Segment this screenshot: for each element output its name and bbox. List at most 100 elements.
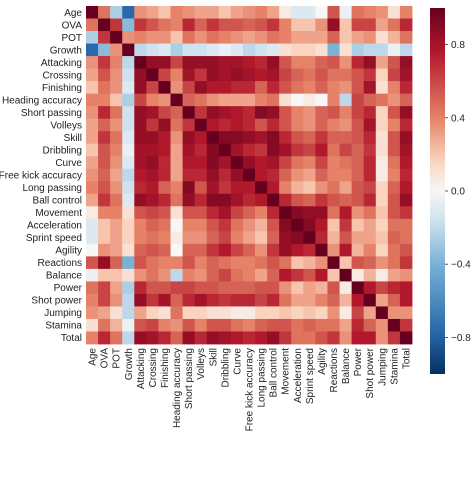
heatmap-cell <box>218 93 232 107</box>
heatmap-cell <box>375 256 389 270</box>
heatmap-cell <box>255 81 268 95</box>
heatmap-cell <box>98 181 111 195</box>
heatmap-cell <box>206 93 220 107</box>
heatmap-cell <box>110 56 123 69</box>
heatmap-cell <box>315 306 328 320</box>
colorbar-tick-label: 0.0 <box>451 187 465 198</box>
heatmap-cell <box>158 243 171 257</box>
heatmap-cell <box>122 243 135 257</box>
heatmap-cell <box>122 18 135 32</box>
heatmap-cell <box>351 231 365 245</box>
heatmap-cell <box>255 218 268 232</box>
heatmap-cell <box>134 68 147 82</box>
heatmap-cell <box>255 268 268 282</box>
heatmap-cell <box>134 206 147 220</box>
heatmap-cell <box>134 31 147 44</box>
x-tick-label: Dribbling <box>220 348 231 387</box>
heatmap-cell <box>303 31 316 44</box>
heatmap-cell <box>146 68 159 82</box>
heatmap-cell <box>351 168 365 182</box>
heatmap-cell <box>122 156 135 170</box>
heatmap-cell <box>339 243 353 257</box>
heatmap-cell <box>242 156 256 170</box>
heatmap-cell <box>134 181 147 195</box>
heatmap-cell <box>351 56 365 69</box>
heatmap-cell <box>267 306 280 320</box>
heatmap-cell <box>363 243 377 257</box>
heatmap-cell <box>303 6 316 19</box>
heatmap-cell <box>303 206 316 220</box>
heatmap-cell <box>327 306 340 320</box>
heatmap-cell <box>122 318 135 332</box>
heatmap-cell <box>363 81 377 95</box>
heatmap-cell <box>375 56 389 69</box>
heatmap-cell <box>122 143 135 157</box>
heatmap-cell <box>291 293 304 307</box>
heatmap-cell <box>122 31 135 44</box>
heatmap-cell <box>339 31 353 44</box>
heatmap-cell <box>170 306 183 320</box>
heatmap-cell <box>375 218 389 232</box>
heatmap-cell <box>194 43 208 57</box>
heatmap-cell <box>339 143 353 157</box>
heatmap-cell <box>134 168 147 182</box>
heatmap-cell <box>267 318 280 332</box>
heatmap-cell <box>339 306 353 320</box>
heatmap-cell <box>110 281 123 295</box>
heatmap-cell <box>351 243 365 257</box>
heatmap-cell <box>303 318 316 332</box>
heatmap-cell <box>242 43 256 57</box>
heatmap-cell <box>351 281 365 295</box>
heatmap-cell <box>363 131 377 145</box>
heatmap-cell <box>134 331 147 345</box>
heatmap-cell <box>279 156 292 170</box>
heatmap-cell <box>339 293 353 307</box>
heatmap-cell <box>134 43 147 57</box>
heatmap-cell <box>98 6 111 19</box>
heatmap-cell <box>327 168 340 182</box>
heatmap-cell <box>230 331 244 345</box>
heatmap-cell <box>122 293 135 307</box>
heatmap-cell <box>351 268 365 282</box>
heatmap-cell <box>194 218 208 232</box>
heatmap-cell <box>351 131 365 145</box>
heatmap-cell <box>218 118 232 132</box>
heatmap-cell <box>279 243 292 257</box>
heatmap-cell <box>134 143 147 157</box>
heatmap-cell <box>206 68 220 82</box>
heatmap-cell <box>351 306 365 320</box>
heatmap-cell <box>375 131 389 145</box>
heatmap-cell <box>291 168 304 182</box>
heatmap-cell <box>110 43 123 57</box>
heatmap-cell <box>110 231 123 245</box>
heatmap-cell <box>351 181 365 195</box>
heatmap-cell <box>363 168 377 182</box>
heatmap-cell <box>146 131 159 145</box>
heatmap-cell <box>122 331 135 345</box>
heatmap-cell <box>218 43 232 57</box>
heatmap-cell <box>375 68 389 82</box>
heatmap-cell <box>98 306 111 320</box>
heatmap-cell <box>387 81 401 95</box>
heatmap-cell <box>110 81 123 95</box>
heatmap-cell <box>255 131 268 145</box>
heatmap-cell <box>218 293 232 307</box>
heatmap-cell <box>351 43 365 57</box>
heatmap-cell <box>339 106 353 120</box>
heatmap-cell <box>134 243 147 257</box>
heatmap-cell <box>218 193 232 207</box>
heatmap-cell <box>230 106 244 120</box>
heatmap-cell <box>399 68 413 82</box>
heatmap-cell <box>387 268 401 282</box>
y-tick-label: Ball control <box>33 196 82 207</box>
heatmap-cell <box>387 6 401 19</box>
heatmap-cell <box>315 206 328 220</box>
heatmap-cell <box>206 218 220 232</box>
heatmap-cell <box>98 93 111 107</box>
heatmap-cell <box>182 293 196 307</box>
heatmap-cell <box>206 81 220 95</box>
heatmap-cell <box>303 143 316 157</box>
y-tick-label: Jumping <box>44 308 82 319</box>
heatmap-cell <box>194 106 208 120</box>
